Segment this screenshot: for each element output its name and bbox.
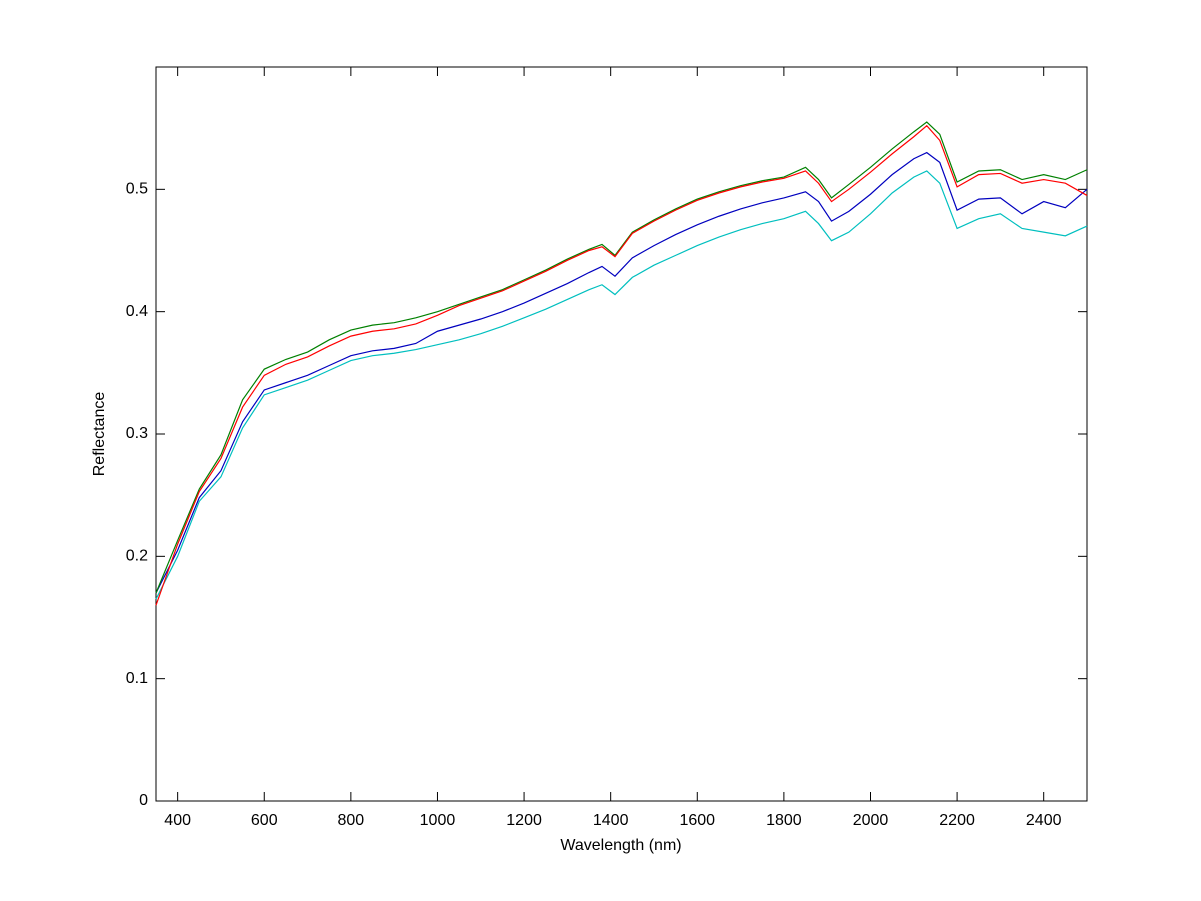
x-tick-label: 2200 <box>939 812 975 829</box>
x-tick-label: 2400 <box>1026 812 1062 829</box>
x-tick-label: 800 <box>338 812 365 829</box>
y-tick-label: 0.3 <box>126 425 148 442</box>
x-tick-label: 2000 <box>853 812 889 829</box>
y-tick-label: 0.1 <box>126 670 148 687</box>
plot-frame <box>155 66 1088 802</box>
x-tick-label: 400 <box>164 812 191 829</box>
x-tick-label: 1200 <box>506 812 542 829</box>
y-axis-label: Reflectance <box>91 392 108 477</box>
y-tick-label: 0.5 <box>126 181 148 198</box>
series-line <box>155 121 1088 594</box>
x-tick-label: 1800 <box>766 812 802 829</box>
x-axis-label: Wavelength (nm) <box>560 837 681 854</box>
y-tick-label: 0.2 <box>126 548 148 565</box>
y-tick-label: 0.4 <box>126 303 148 320</box>
x-tick-label: 1400 <box>593 812 629 829</box>
series-line <box>155 124 1088 606</box>
x-tick-label: 600 <box>251 812 278 829</box>
series-line <box>155 151 1088 594</box>
y-tick-label: 0 <box>139 792 148 809</box>
x-tick-label: 1600 <box>679 812 715 829</box>
series-line <box>155 170 1088 600</box>
x-tick-label: 1000 <box>420 812 456 829</box>
